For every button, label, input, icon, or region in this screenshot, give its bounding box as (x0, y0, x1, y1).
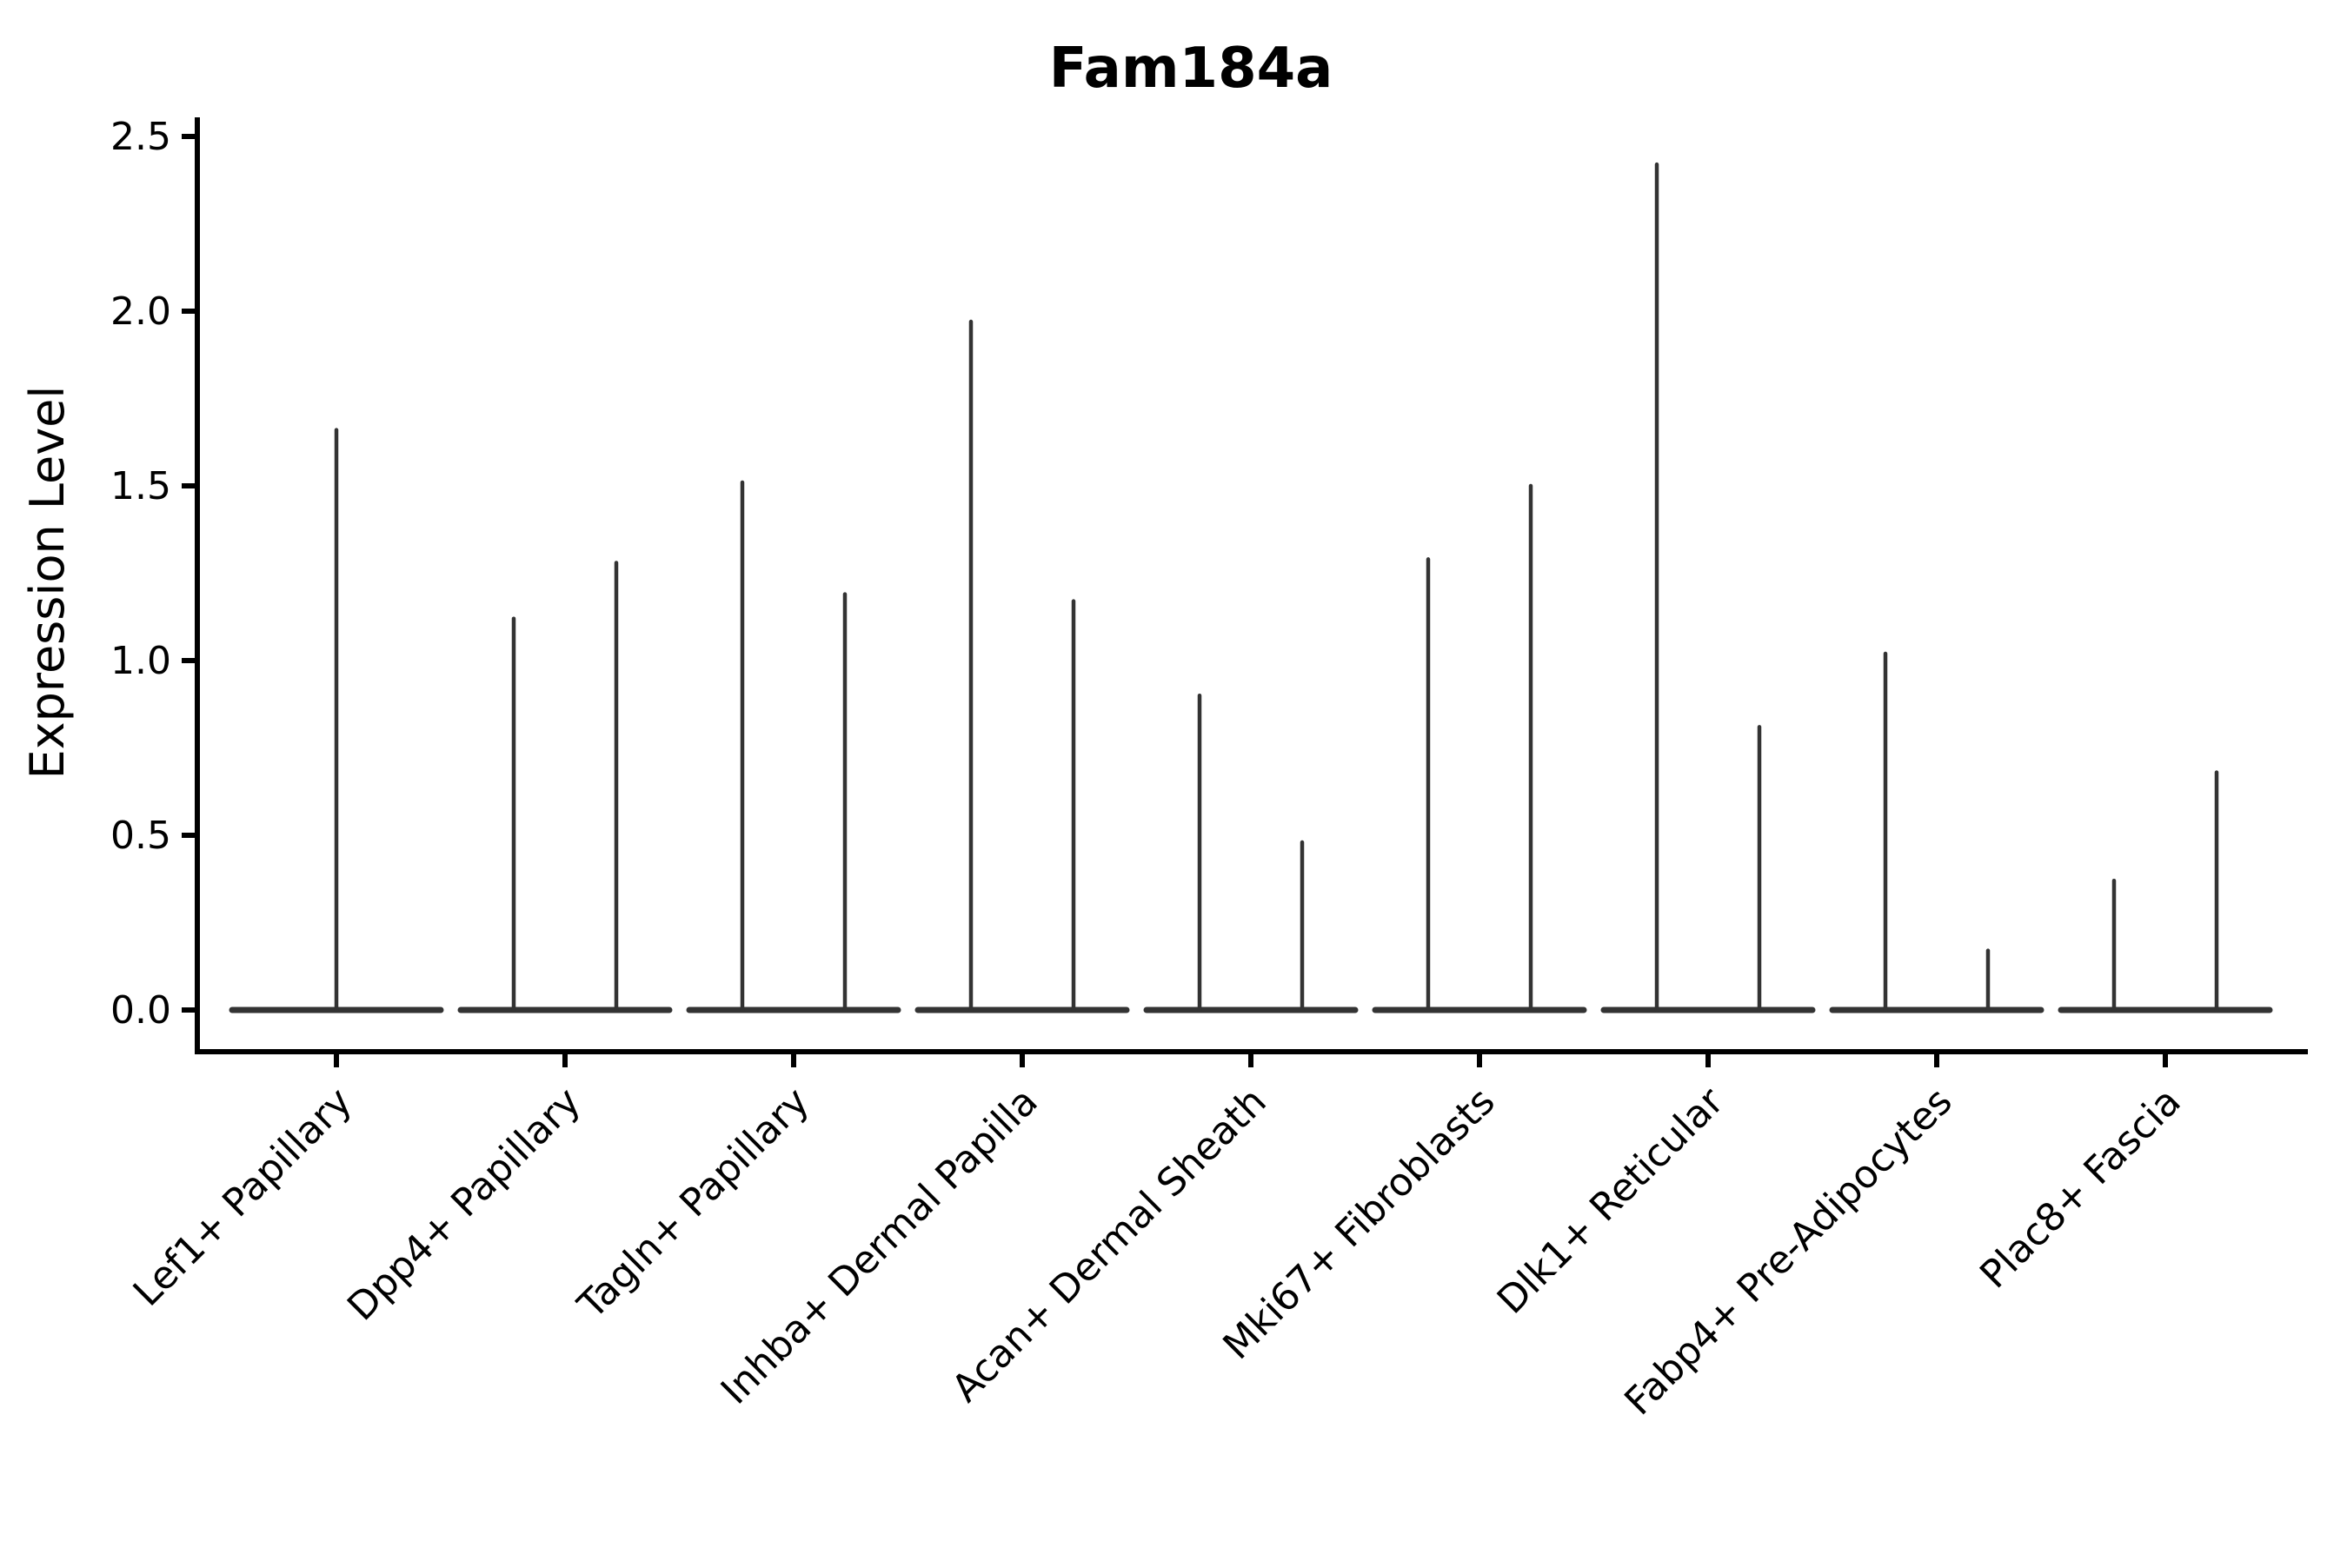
y-tick-label: 2.5 (110, 115, 171, 159)
violins (229, 162, 2273, 1013)
x-tick-label: Lef1+ Papillary (125, 1080, 361, 1315)
y-tick-label: 2.0 (110, 289, 171, 334)
y-tick-label: 1.5 (110, 464, 171, 508)
y-axis-tick-labels: 0.0 0.5 1.0 1.5 2.0 2.5 (110, 115, 171, 1033)
x-tick-label: Dlk1+ Reticular (1489, 1079, 1733, 1323)
x-tick-label: Plac8+ Fascia (1971, 1080, 2190, 1298)
y-axis-label: Expression Level (20, 386, 75, 780)
axes (182, 117, 2308, 1067)
y-tick-label: 1.0 (110, 639, 171, 683)
y-tick-label: 0.0 (110, 988, 171, 1033)
y-tick-label: 0.5 (110, 814, 171, 858)
chart-title: Fam184a (1049, 37, 1333, 101)
x-tick-label: Dpp4+ Papillary (339, 1080, 589, 1330)
x-tick-label: Tagln+ Papillary (569, 1080, 818, 1328)
